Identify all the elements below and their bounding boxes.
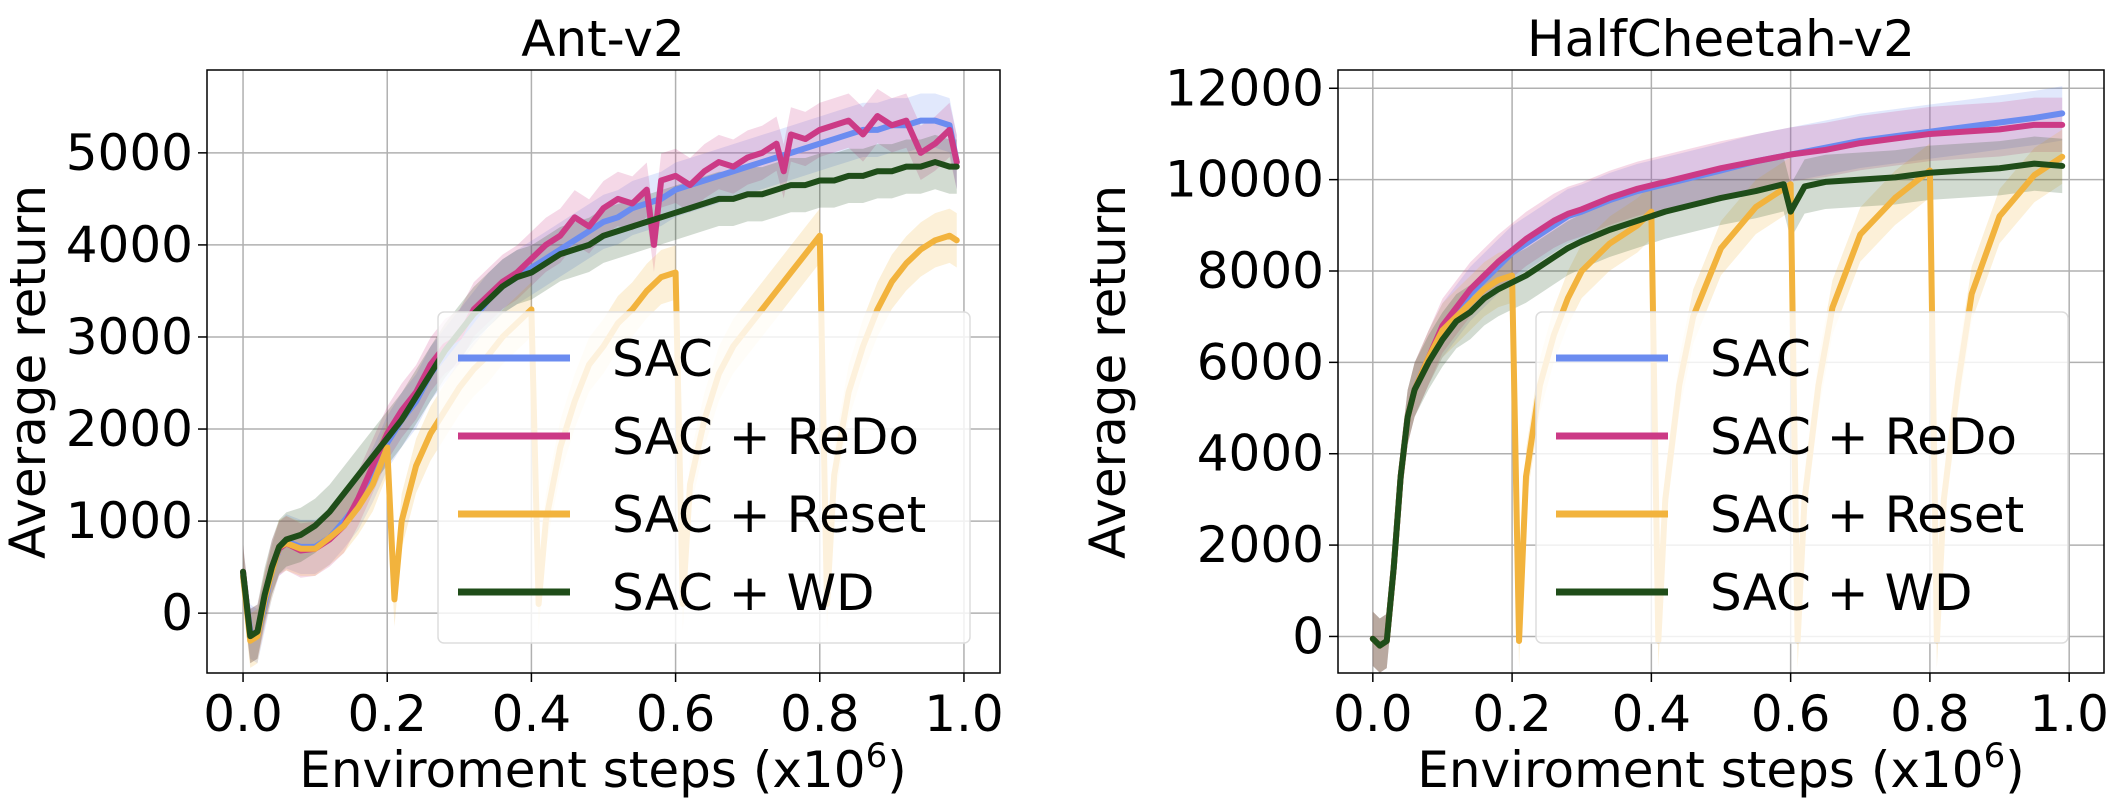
band-ant-sac-redo [243, 88, 957, 664]
x-tick-label: 0.6 [636, 685, 716, 743]
series-line-halfcheetah-sac-wd [1369, 160, 2066, 649]
y-tick-label: 2000 [66, 400, 193, 458]
xticks-halfcheetah: 0.0 0.2 0.4 0.6 0.8 1.0 [1333, 673, 2109, 743]
chart-ant: 0.0 0.2 0.4 0.6 0.8 1.0 0 1000 2000 3000 4000 5000… [0, 10, 1004, 799]
y-tick-label: 8000 [1197, 242, 1324, 300]
legend-label-halfcheetah-wd: SAC + WD [1710, 564, 1973, 622]
band-ant-sac [243, 93, 957, 664]
x-tick-label: 0.6 [1751, 685, 1831, 743]
y-axis-label-ant: Average return [0, 185, 57, 559]
y-tick-label: 6000 [1197, 333, 1324, 391]
x-axis-label-halfcheetah-exponent: 6 [1984, 736, 2006, 776]
y-tick-label: 4000 [1197, 425, 1324, 483]
x-tick-label: 0.2 [347, 685, 427, 743]
x-tick-label: 0.4 [492, 685, 572, 743]
yticks-halfcheetah: 0 2000 4000 6000 8000 10000 12000 [1165, 59, 1338, 665]
x-axis-label-ant-exponent: 6 [866, 736, 888, 776]
y-tick-label: 0 [1292, 607, 1324, 665]
xticks-ant: 0.0 0.2 0.4 0.6 0.8 1.0 [203, 673, 1004, 743]
legend-ant: SAC SAC + ReDo SAC + Reset SAC + WD [437, 311, 971, 644]
chart-title-halfcheetah: HalfCheetah-v2 [1527, 10, 1915, 68]
x-axis-label-halfcheetah-main: Enviroment steps (x10 [1417, 741, 1983, 799]
legend-label-ant-reset: SAC + Reset [612, 486, 926, 544]
legend-label-ant-redo: SAC + ReDo [612, 408, 919, 466]
y-tick-label: 3000 [66, 308, 193, 366]
legend-frame-ant [437, 311, 971, 644]
band-halfcheetah-sac-wd [1372, 136, 2063, 673]
chart-halfcheetah: 0.0 0.2 0.4 0.6 0.8 1.0 0 2000 4000 6000 8000 1000… [1079, 10, 2109, 799]
legend-label-ant-wd: SAC + WD [612, 564, 875, 622]
x-tick-label: 0.0 [203, 685, 283, 743]
legend-label-halfcheetah-reset: SAC + Reset [1710, 486, 2024, 544]
legend-label-ant-sac: SAC [612, 330, 713, 388]
legend-label-halfcheetah-redo: SAC + ReDo [1710, 408, 2017, 466]
series-line-ant-sac-wd [240, 159, 960, 640]
band-halfcheetah-sac-redo [1372, 97, 2063, 673]
x-axis-label-ant: Enviroment steps (x106) [299, 736, 906, 799]
x-tick-label: 0.8 [780, 685, 860, 743]
legend-label-halfcheetah-sac: SAC [1710, 330, 1811, 388]
x-axis-label-ant-end: ) [887, 741, 907, 799]
x-tick-label: 0.2 [1472, 685, 1552, 743]
y-tick-label: 2000 [1197, 516, 1324, 574]
x-tick-label: 0.8 [1890, 685, 1970, 743]
y-axis-label-halfcheetah: Average return [1079, 185, 1137, 559]
x-tick-label: 0.4 [1612, 685, 1692, 743]
chart-title-ant: Ant-v2 [521, 10, 685, 68]
y-tick-label: 4000 [66, 216, 193, 274]
x-tick-label: 1.0 [924, 685, 1004, 743]
yticks-ant: 0 1000 2000 3000 4000 5000 [66, 124, 207, 642]
y-tick-label: 5000 [66, 124, 193, 182]
legend-halfcheetah: SAC SAC + ReDo SAC + Reset SAC + WD [1535, 311, 2069, 644]
y-tick-label: 1000 [66, 492, 193, 550]
band-halfcheetah-sac-reset [1372, 129, 2063, 673]
x-tick-label: 0.0 [1333, 685, 1413, 743]
y-tick-label: 10000 [1165, 151, 1324, 209]
x-axis-label-halfcheetah: Enviroment steps (x106) [1417, 736, 2024, 799]
lines-halfcheetah [1369, 110, 2066, 649]
x-tick-label: 1.0 [2029, 685, 2109, 743]
x-axis-label-ant-main: Enviroment steps (x10 [299, 741, 865, 799]
plot-frame-ant [206, 69, 1001, 674]
y-tick-label: 0 [161, 584, 193, 642]
legend-frame-halfcheetah [1535, 311, 2069, 644]
x-axis-label-halfcheetah-end: ) [2005, 741, 2025, 799]
y-tick-label: 12000 [1165, 59, 1324, 117]
plot-frame-halfcheetah [1337, 69, 2105, 674]
